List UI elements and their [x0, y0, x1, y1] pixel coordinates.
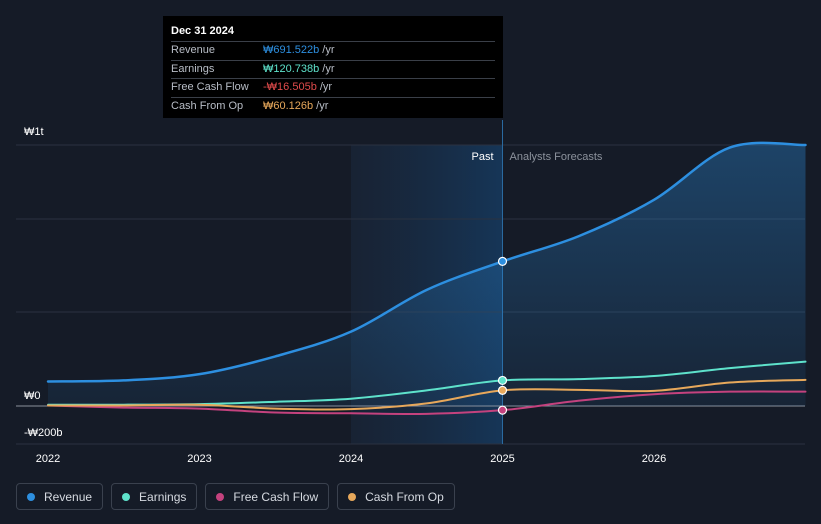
x-axis-tick-label: 2024: [339, 453, 363, 465]
forecast-label: Analysts Forecasts: [510, 151, 603, 163]
legend: Revenue Earnings Free Cash Flow Cash From O…: [16, 483, 455, 510]
series-line-revenue: [46, 141, 807, 383]
tooltip-date: Dec 31 2024: [171, 25, 234, 37]
legend-dot-icon: [122, 492, 131, 501]
tooltip-row-unit: /yr: [319, 81, 333, 93]
tooltip-row-label: Free Cash Flow: [171, 81, 249, 93]
legend-dot-icon: [27, 492, 35, 501]
legend-item-earnings[interactable]: Earnings: [111, 483, 198, 510]
legend-item-revenue[interactable]: Revenue: [16, 483, 104, 510]
tooltip-row: Revenue ₩691.522b/yr: [171, 41, 495, 60]
tooltip-row-unit: /yr: [322, 44, 335, 56]
tooltip-row-value: ₩691.522b: [263, 44, 320, 56]
tooltip-row-unit: /yr: [322, 62, 335, 75]
legend-dot-icon: [348, 492, 357, 501]
tooltip-row-label: Cash From Op: [171, 99, 244, 112]
x-axis-tick-label: 2023: [187, 453, 211, 465]
y-axis-label: -₩200b: [24, 427, 63, 439]
revenue-area: [48, 142, 806, 406]
chart-area: ₩1t ₩0 -₩200b 2022 2023 2024 2025 2026 Past Analy…: [16, 120, 807, 465]
tooltip-row: Cash From Op ₩60.126b/yr: [171, 96, 495, 116]
tooltip-row-value: ₩120.738b: [263, 62, 320, 75]
y-axis-label: ₩1t: [24, 126, 44, 138]
marker-revenue[interactable]: [497, 256, 508, 267]
y-axis-label: ₩0: [24, 390, 41, 402]
marker-cash-from-op[interactable]: [497, 385, 508, 395]
legend-label: Revenue: [44, 489, 93, 504]
legend-label: Cash From Op: [365, 489, 444, 504]
past-label: Past: [471, 151, 493, 163]
tooltip-row-label: Revenue: [171, 44, 216, 56]
marker-free-cash-flow[interactable]: [497, 405, 508, 415]
legend-item-free-cash-flow[interactable]: Free Cash Flow: [205, 483, 330, 510]
tooltip-row-label: Earnings: [171, 62, 215, 75]
legend-label: Earnings: [139, 489, 187, 504]
x-axis-tick-label: 2026: [642, 453, 666, 465]
series-line-free-cash-flow: [47, 390, 807, 415]
legend-label: Free Cash Flow: [233, 489, 319, 504]
marker-earnings[interactable]: [497, 375, 508, 386]
tooltip: Dec 31 2024 Revenue ₩691.522b/yr Earnings ₩…: [163, 16, 503, 118]
legend-dot-icon: [216, 492, 225, 501]
x-axis-tick-label: 2025: [490, 453, 514, 465]
tooltip-row-unit: /yr: [316, 99, 329, 112]
tooltip-row: Earnings ₩120.738b/yr: [171, 59, 495, 79]
tooltip-row-value: ₩60.126b: [263, 99, 314, 112]
series-line-cash-from-op: [47, 378, 807, 411]
tooltip-row-value: -₩16.505b: [263, 81, 317, 93]
tooltip-row: Free Cash Flow -₩16.505b/yr: [171, 78, 495, 97]
legend-item-cash-from-op[interactable]: Cash From Op: [337, 483, 455, 510]
x-axis-tick-label: 2022: [36, 453, 60, 465]
